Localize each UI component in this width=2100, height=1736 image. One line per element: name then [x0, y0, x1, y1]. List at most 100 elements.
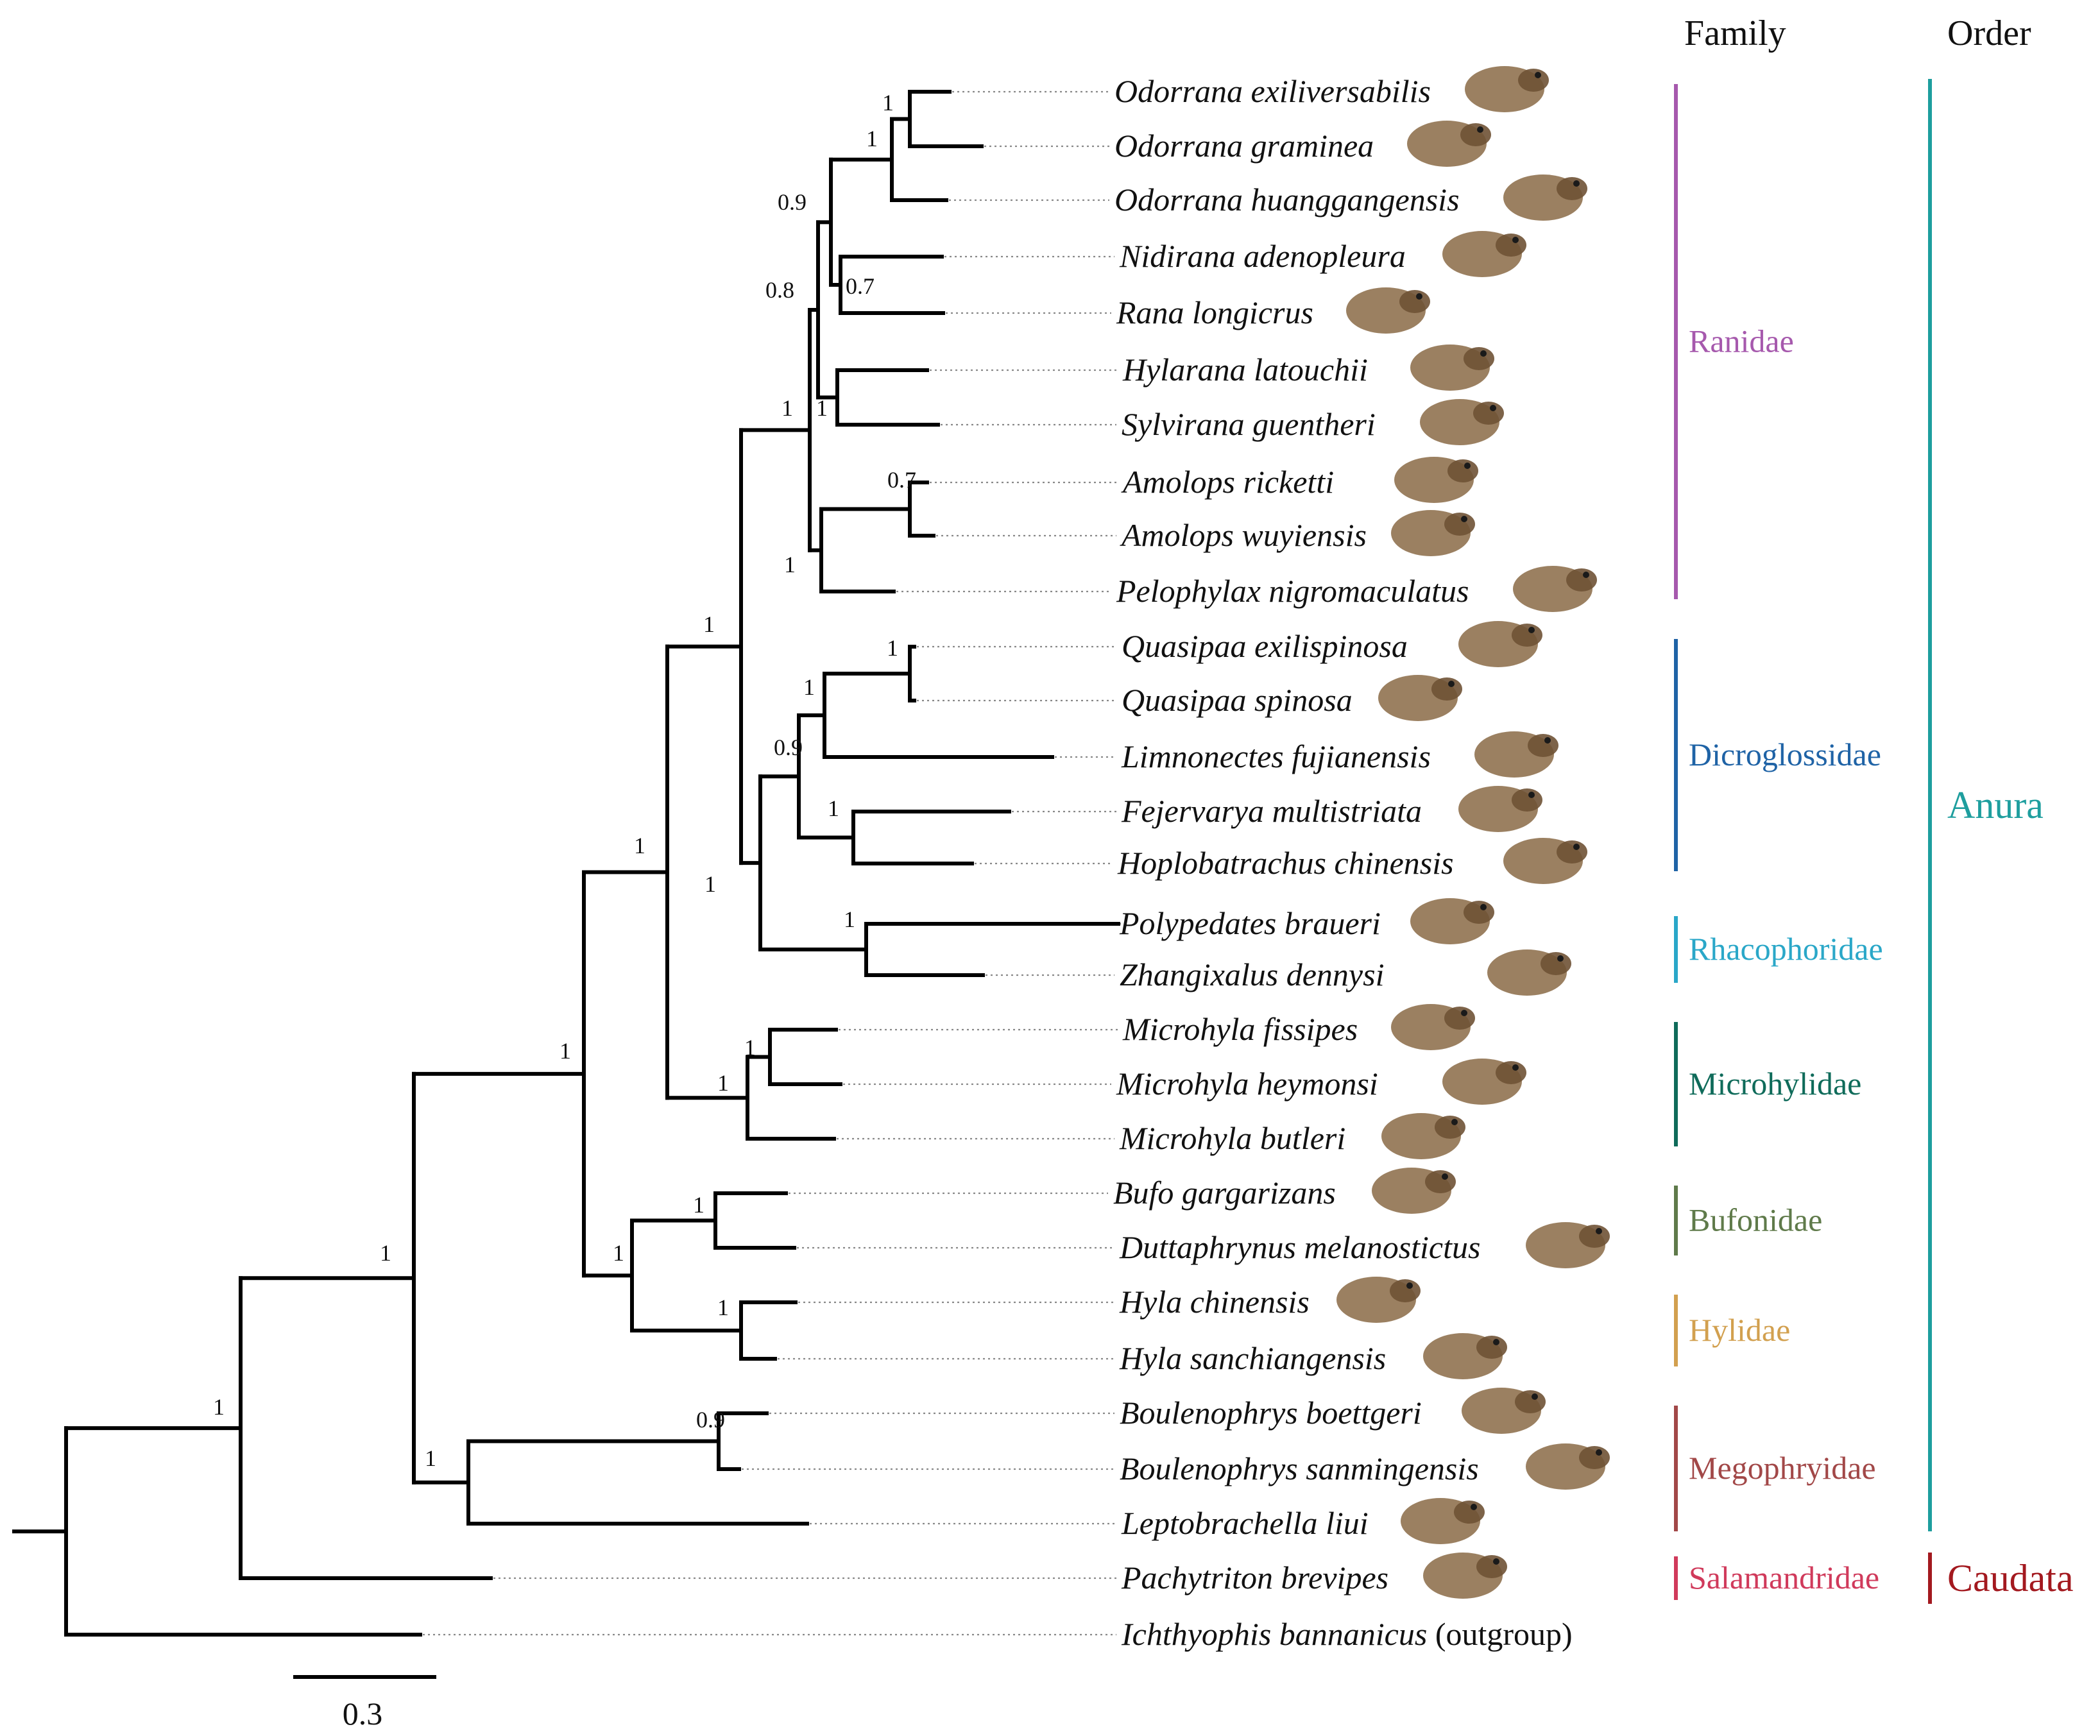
taxon-name: Polypedates braueri	[1119, 905, 1381, 941]
taxon-label: Quasipaa spinosa	[1122, 682, 1353, 718]
family-label: Ranidae	[1689, 323, 1794, 359]
specimen-photo	[1410, 345, 1494, 391]
specimen-photo	[1487, 949, 1571, 996]
specimen-photo	[1378, 675, 1462, 721]
taxon-label: Amolops ricketti	[1121, 464, 1334, 500]
taxon-label: Hoplobatrachus chinensis	[1117, 845, 1454, 881]
family-label: Hylidae	[1689, 1312, 1790, 1348]
specimen-photo	[1513, 566, 1597, 612]
taxon-label: Odorrana graminea	[1114, 128, 1374, 164]
taxon-label: Hylarana latouchii	[1122, 352, 1368, 387]
family-label: Bufonidae	[1689, 1202, 1822, 1238]
taxon-name: Odorrana graminea	[1114, 128, 1374, 164]
support-value: 1	[380, 1240, 391, 1266]
support-value: 1	[717, 1070, 729, 1096]
taxon-label: Microhyla fissipes	[1122, 1011, 1358, 1047]
taxon-name: Odorrana huanggangensis	[1114, 182, 1460, 217]
specimen-photo	[1526, 1443, 1610, 1490]
support-value: 1	[803, 674, 815, 700]
taxon-label: Polypedates braueri	[1119, 905, 1381, 941]
taxon-label: Microhyla heymonsi	[1116, 1066, 1378, 1102]
taxon-name: Amolops wuyiensis	[1120, 517, 1367, 553]
support-value: 1	[781, 395, 793, 421]
taxon-label: Limnonectes fujianensis	[1121, 738, 1431, 774]
taxon-name: Boulenophrys boettgeri	[1120, 1395, 1422, 1431]
specimen-photo	[1442, 1059, 1526, 1105]
taxon-name: Zhangixalus dennysi	[1120, 957, 1384, 992]
specimen-photo	[1336, 1277, 1421, 1323]
taxon-name: Boulenophrys sanmingensis	[1120, 1451, 1479, 1486]
specimen-photo	[1503, 174, 1587, 221]
taxon-name: Duttaphrynus melanostictus	[1119, 1229, 1480, 1265]
specimen-photo	[1474, 731, 1558, 778]
support-value: 0.9	[778, 189, 807, 215]
support-value: 1	[882, 90, 894, 115]
taxon-label: Hyla chinensis	[1119, 1284, 1310, 1320]
taxon-name: Hyla sanchiangensis	[1119, 1340, 1386, 1376]
taxon-label: Duttaphrynus melanostictus	[1119, 1229, 1480, 1265]
taxon-labels: Odorrana exiliversabilis Odorrana gramine…	[1113, 73, 1573, 1652]
taxon-name: Bufo gargarizans	[1113, 1175, 1336, 1211]
specimen-photo	[1407, 121, 1491, 167]
support-value: 1	[693, 1192, 704, 1218]
taxon-label: Quasipaa exilispinosa	[1122, 628, 1408, 664]
support-value: 1	[717, 1295, 729, 1320]
support-value: 1	[828, 796, 839, 821]
support-value: 1	[744, 1035, 756, 1060]
taxon-label: Fejervarya multistriata	[1121, 793, 1422, 829]
scale-bar-label: 0.3	[343, 1696, 383, 1732]
support-value: 1	[784, 552, 796, 577]
taxon-name: Nidirana adenopleura	[1119, 238, 1406, 274]
taxon-name: Hyla chinensis	[1119, 1284, 1310, 1320]
leader-lines	[423, 90, 1121, 1636]
support-value: 0.9	[774, 735, 803, 760]
family-label: Microhylidae	[1689, 1066, 1861, 1102]
specimen-photos	[1336, 66, 1610, 1599]
taxon-label: Sylvirana guentheri	[1122, 406, 1376, 442]
taxon-label: Hyla sanchiangensis	[1119, 1340, 1386, 1376]
tree-branches	[12, 90, 1120, 1637]
specimen-photo	[1391, 510, 1475, 556]
support-value: 1	[425, 1445, 436, 1471]
taxon-label: Boulenophrys sanmingensis	[1120, 1451, 1479, 1486]
specimen-photo	[1420, 399, 1504, 445]
taxon-label: Bufo gargarizans	[1113, 1175, 1336, 1211]
support-value: 1	[703, 611, 715, 637]
taxon-name: Ichthyophis bannanicus	[1121, 1616, 1427, 1652]
family-label: Salamandridae	[1689, 1560, 1879, 1596]
family-label: Megophryidae	[1689, 1450, 1876, 1486]
support-value: 1	[887, 635, 898, 661]
support-value: 1	[816, 395, 828, 421]
taxon-name: Microhyla heymonsi	[1116, 1066, 1378, 1102]
support-value: 1	[634, 833, 645, 858]
taxon-label: Nidirana adenopleura	[1119, 238, 1406, 274]
taxon-label: Pelophylax nigromaculatus	[1116, 573, 1469, 609]
support-value: 0.7	[887, 467, 916, 493]
taxon-label: Amolops wuyiensis	[1120, 517, 1367, 553]
taxon-label: Microhyla butleri	[1119, 1120, 1345, 1156]
taxon-name: Odorrana exiliversabilis	[1114, 73, 1431, 109]
specimen-photo	[1458, 621, 1542, 667]
specimen-photo	[1423, 1553, 1507, 1599]
taxon-label: Rana longicrus	[1116, 294, 1313, 330]
group-annotations: Ranidae Dicroglossidae Rhacophoridae Microh…	[1674, 79, 2074, 1604]
taxon-label: Leptobrachella liui	[1121, 1505, 1369, 1541]
specimen-photo	[1346, 287, 1430, 334]
taxon-name: Quasipaa exilispinosa	[1122, 628, 1408, 664]
specimen-photo	[1401, 1498, 1485, 1544]
specimen-photo	[1526, 1222, 1610, 1268]
taxon-label: Zhangixalus dennysi	[1120, 957, 1384, 992]
specimen-photo	[1381, 1113, 1465, 1159]
specimen-photo	[1462, 1388, 1546, 1434]
taxon-name: Hoplobatrachus chinensis	[1117, 845, 1454, 881]
taxon-label: Ichthyophis bannanicus (outgroup)	[1121, 1616, 1573, 1652]
taxon-name: Limnonectes fujianensis	[1121, 738, 1431, 774]
support-value: 1	[866, 126, 878, 151]
order-label: Caudata	[1947, 1557, 2074, 1599]
support-value: 1	[213, 1394, 225, 1420]
support-value: 0.9	[696, 1407, 725, 1433]
taxon-label: Odorrana exiliversabilis	[1114, 73, 1431, 109]
family-header: Family	[1684, 13, 1786, 53]
